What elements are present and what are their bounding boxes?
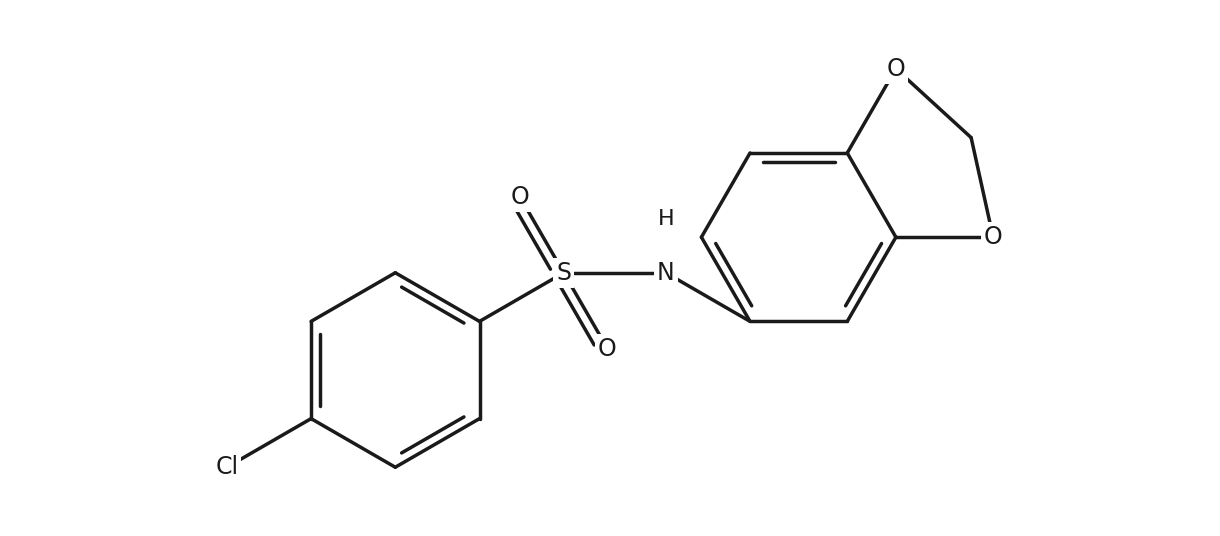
- Text: N: N: [656, 261, 675, 285]
- Text: O: O: [983, 225, 1003, 249]
- Text: Cl: Cl: [215, 455, 238, 479]
- Text: H: H: [658, 209, 675, 229]
- Text: S: S: [556, 261, 571, 285]
- Text: O: O: [598, 337, 617, 361]
- Text: O: O: [887, 57, 905, 81]
- Text: O: O: [511, 185, 529, 209]
